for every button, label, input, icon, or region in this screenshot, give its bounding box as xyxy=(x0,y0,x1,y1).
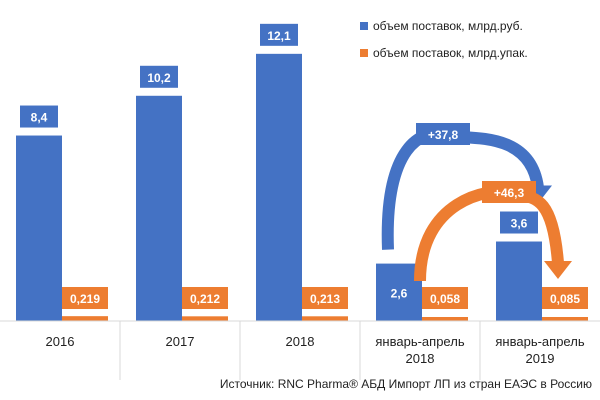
x-tick-dividers xyxy=(119,321,481,380)
data-label-rub-2: 12,1 xyxy=(267,29,291,43)
label-box-pack-2 xyxy=(302,287,348,309)
legend-swatch-0 xyxy=(360,22,368,30)
data-label-pack-0: 0,219 xyxy=(70,292,100,306)
label-box-pack-1 xyxy=(182,287,228,309)
bar-pack-1 xyxy=(182,316,228,321)
data-label-rub-4: 3,6 xyxy=(511,217,528,231)
annotation-arrows: +37,8 +46,3 xyxy=(381,123,572,282)
label-box-rub-2 xyxy=(260,23,298,46)
x-tick-label-0: 2016 xyxy=(46,334,75,349)
legend-label-0: объем поставок, млрд.руб. xyxy=(373,19,523,33)
bar-pack-3 xyxy=(422,317,468,321)
data-label-rub-0: 8,4 xyxy=(31,111,48,125)
data-label-pack-1: 0,212 xyxy=(190,292,220,306)
labels-layer: 8,4 0,219 2016 10,2 0,212 2017 12,1 0,213 2018 2,… xyxy=(20,23,588,366)
bar-pack-2 xyxy=(302,316,348,321)
data-label-rub-1: 10,2 xyxy=(147,71,171,85)
annotation-label-1: +46,3 xyxy=(494,186,525,200)
source-note: Источник: RNC Pharma® АБД Импорт ЛП из с… xyxy=(220,377,592,391)
label-box-pack-3 xyxy=(422,287,468,309)
data-label-rub-3: 2,6 xyxy=(391,287,408,301)
label-box-rub-1 xyxy=(140,65,178,88)
data-label-pack-4: 0,085 xyxy=(550,292,580,306)
data-label-pack-2: 0,213 xyxy=(310,292,340,306)
legend-swatch-1 xyxy=(360,49,368,57)
label-box-rub-4 xyxy=(500,211,538,234)
x-tick-label-2: 2018 xyxy=(286,334,315,349)
legend-label-1: объем поставок, млрд.упак. xyxy=(373,46,528,60)
bar-rub-0 xyxy=(16,135,62,321)
annotation-arrowhead-1 xyxy=(544,261,572,279)
label-box-rub-3 xyxy=(380,281,418,304)
bar-rub-4 xyxy=(496,241,542,321)
annotation-label-0: +37,8 xyxy=(428,128,459,142)
annotation-box-1 xyxy=(482,181,536,203)
label-box-pack-0 xyxy=(62,287,108,309)
bar-rub-1 xyxy=(136,95,182,321)
annotation-box-0 xyxy=(416,123,470,145)
legend: объем поставок, млрд.руб. объем поставок,… xyxy=(360,19,528,60)
bar-pack-4 xyxy=(542,317,588,321)
label-box-pack-4 xyxy=(542,287,588,309)
x-tick-label-3: январь-апрель 2018 xyxy=(375,334,464,366)
bar-rub-2 xyxy=(256,53,302,321)
x-tick-label-1: 2017 xyxy=(166,334,195,349)
x-tick-label-4: январь-апрель 2019 xyxy=(495,334,584,366)
bar-pack-0 xyxy=(62,316,108,321)
data-label-pack-3: 0,058 xyxy=(430,292,460,306)
label-box-rub-0 xyxy=(20,105,58,128)
